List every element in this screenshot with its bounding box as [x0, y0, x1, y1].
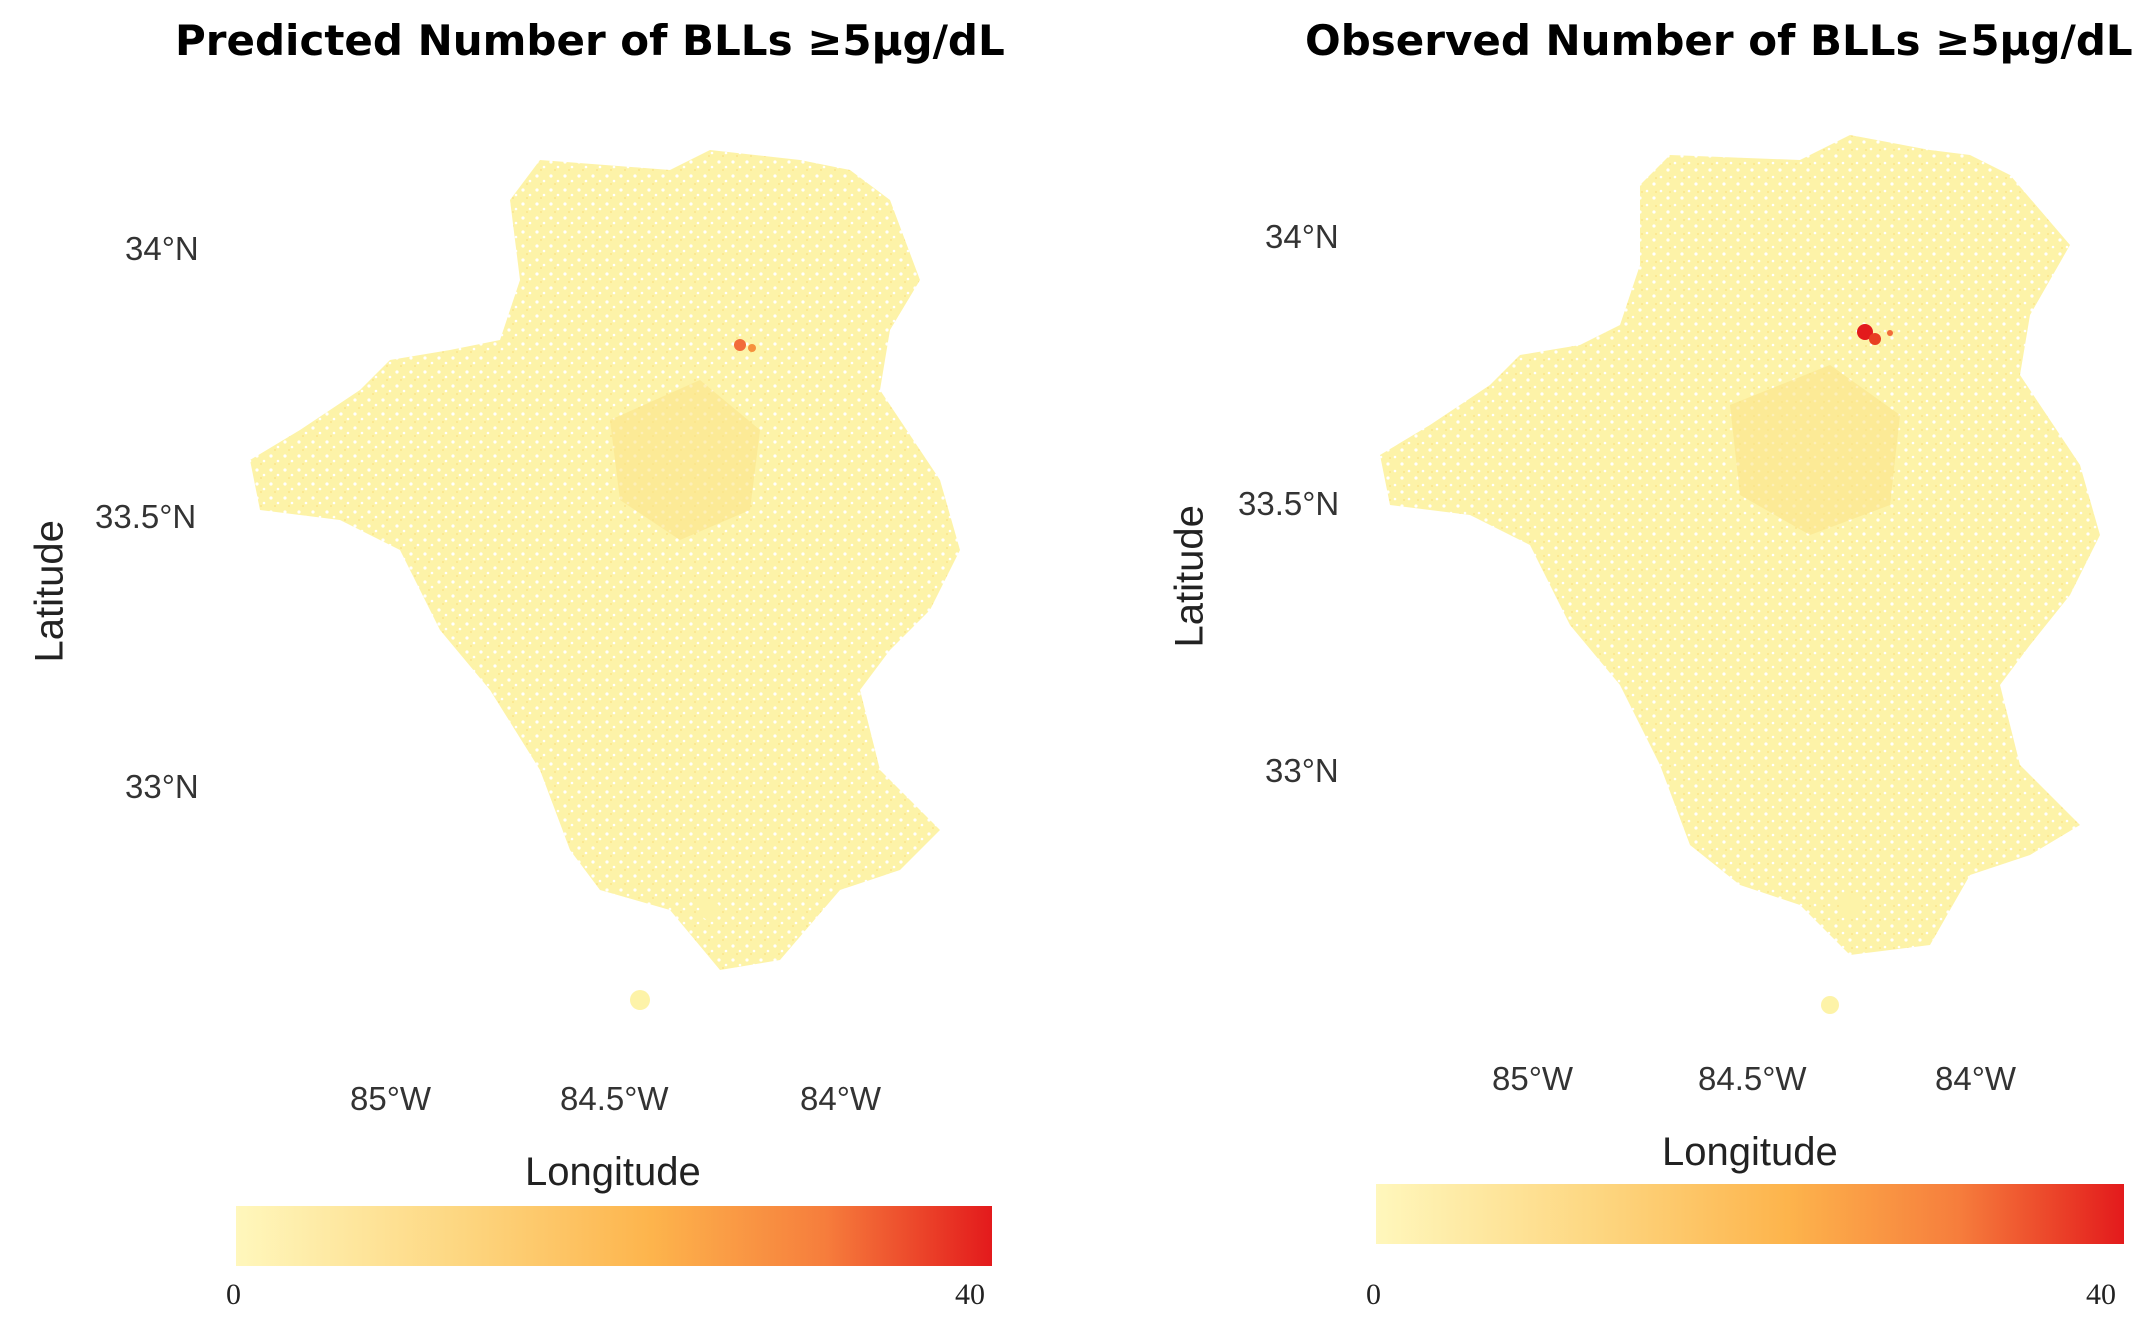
- color-scale-bar: [236, 1206, 992, 1266]
- observed-map-panel: Observed Number of BLLs ≥5μg/dL Latitude…: [1140, 0, 2144, 1337]
- legend-max-label: 40: [2086, 1278, 2116, 1311]
- urban-core: [1730, 365, 1900, 535]
- lat-tick-33n: 33°N: [125, 768, 199, 805]
- urban-core: [610, 380, 760, 540]
- lat-tick-34n: 34°N: [125, 230, 199, 267]
- map-title: Observed Number of BLLs ≥5μg/dL: [1305, 16, 2133, 65]
- predicted-map-panel: Predicted Number of BLLs ≥5μg/dL Latitud…: [27, 16, 1005, 1311]
- lon-tick-84-5w: 84.5°W: [560, 1080, 669, 1117]
- outlier-region: [700, 900, 720, 920]
- legend-min-label: 0: [1366, 1278, 1381, 1311]
- color-scale-bar: [1376, 1184, 2124, 1244]
- outlier-region: [1821, 996, 1839, 1014]
- lon-tick-85w: 85°W: [350, 1080, 432, 1117]
- longitude-axis-title: Longitude: [525, 1150, 701, 1194]
- latitude-axis-title: Latitude: [27, 520, 72, 663]
- hotspot-mark: [748, 344, 756, 352]
- lat-tick-33-5n: 33.5°N: [1238, 485, 1340, 522]
- legend-min-label: 0: [226, 1278, 241, 1311]
- region-fill: [1380, 135, 2100, 955]
- map-title: Predicted Number of BLLs ≥5μg/dL: [175, 16, 1005, 65]
- lon-tick-85w: 85°W: [1492, 1060, 1574, 1097]
- hotspot-mark: [1869, 333, 1881, 345]
- latitude-axis-title: Latitude: [1167, 505, 1212, 648]
- lat-tick-34n: 34°N: [1265, 218, 1339, 255]
- hotspot-mark: [1857, 324, 1873, 340]
- predicted-choropleth: [250, 150, 960, 1010]
- observed-choropleth: [1380, 135, 2100, 1014]
- legend-max-label: 40: [955, 1278, 985, 1311]
- lon-tick-84-5w: 84.5°W: [1698, 1060, 1807, 1097]
- longitude-axis-title: Longitude: [1662, 1130, 1838, 1174]
- outlier-region: [1840, 895, 1860, 915]
- lat-tick-33n: 33°N: [1265, 752, 1339, 789]
- lat-tick-33-5n: 33.5°N: [95, 498, 197, 535]
- lon-tick-84w: 84°W: [1935, 1060, 2017, 1097]
- region-fill: [250, 150, 960, 970]
- hotspot-mark: [1887, 330, 1893, 336]
- hotspot-mark: [734, 339, 746, 351]
- lon-tick-84w: 84°W: [800, 1080, 882, 1117]
- outlier-region: [630, 990, 650, 1010]
